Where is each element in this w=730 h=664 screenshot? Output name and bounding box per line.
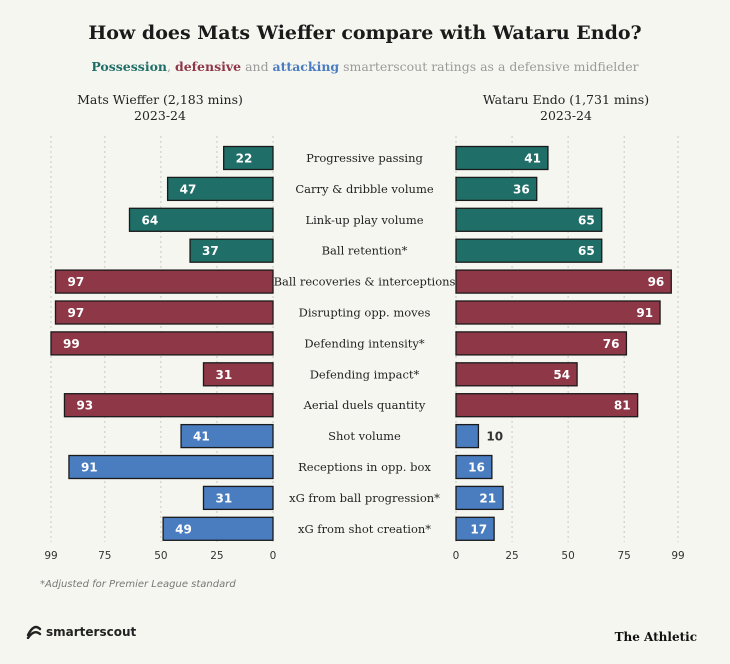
right-bar-value: 91 — [636, 306, 653, 320]
left-bar-value: 22 — [236, 152, 253, 166]
right-bar-value: 21 — [479, 491, 496, 505]
right-bar — [455, 516, 495, 541]
left-bar — [202, 485, 274, 511]
right-bar-value: 16 — [468, 461, 485, 475]
right-bar — [455, 238, 603, 263]
left-bar-value: 31 — [215, 491, 232, 505]
right-player-header: Wataru Endo (1,731 mins) 2023-24 — [456, 92, 676, 124]
metric-label: Shot volume — [328, 429, 401, 443]
smarterscout-logo-icon — [26, 625, 42, 639]
right-bar-value: 54 — [553, 368, 570, 382]
left-bar — [128, 207, 274, 232]
right-tick-label: 25 — [505, 550, 518, 562]
subtitle-possession: Possession — [91, 59, 168, 74]
metric-label: Link-up play volume — [305, 213, 423, 227]
metric-label: Ball recoveries & interceptions — [274, 275, 456, 289]
subtitle-sep-2: and — [241, 59, 273, 74]
chart-title: How does Mats Wieffer compare with Watar… — [88, 22, 642, 44]
metric-label: Aerial duels quantity — [303, 398, 426, 412]
right-bar-value: 81 — [614, 399, 631, 413]
left-bar-value: 64 — [141, 213, 158, 227]
left-bar-value: 49 — [175, 522, 192, 536]
left-bar — [54, 269, 274, 294]
left-bar-value: 31 — [215, 368, 232, 382]
left-bar-value: 99 — [63, 337, 80, 351]
left-bar — [68, 454, 274, 480]
subtitle-defensive: defensive — [174, 59, 242, 74]
left-tick-label: 0 — [270, 550, 277, 562]
left-bar — [166, 176, 274, 202]
left-tick-label: 50 — [154, 550, 167, 562]
right-bar-value: 10 — [486, 430, 503, 444]
metric-label: Ball retention* — [322, 244, 408, 258]
metric-label: Carry & dribble volume — [295, 182, 434, 196]
right-bar-value: 96 — [648, 275, 665, 289]
right-bar — [455, 454, 493, 480]
smarterscout-logo-text: smarterscout — [46, 625, 137, 639]
left-tick-label: 25 — [210, 550, 223, 562]
right-bar-value: 36 — [513, 182, 530, 196]
right-bar — [455, 145, 549, 171]
left-bar-value: 37 — [202, 244, 219, 258]
right-tick-label: 75 — [617, 550, 630, 562]
left-tick-label: 99 — [44, 550, 57, 562]
subtitle-rest: smarterscout ratings as a defensive midf… — [339, 59, 639, 74]
left-bar-value: 47 — [180, 182, 197, 196]
footnote: *Adjusted for Premier League standard — [40, 579, 236, 590]
right-bar — [455, 207, 603, 232]
left-bar-value: 41 — [193, 430, 210, 444]
left-bar-value: 97 — [67, 275, 84, 289]
right-bar-value: 41 — [524, 152, 541, 166]
chart-subtitle: Possession, defensive and attacking smar… — [0, 59, 730, 74]
smarterscout-logo: smarterscout — [26, 625, 136, 639]
right-bar — [455, 362, 578, 387]
right-bar-value: 65 — [578, 213, 595, 227]
left-bar — [63, 393, 274, 418]
the-athletic-logo: The Athletic — [614, 630, 697, 644]
metric-label: xG from shot creation* — [298, 522, 431, 536]
right-tick-label: 50 — [561, 550, 574, 562]
metric-label: Receptions in opp. box — [298, 460, 431, 474]
right-bar — [455, 423, 480, 449]
right-tick-label: 0 — [453, 550, 460, 562]
right-bar — [455, 485, 504, 511]
metric-label: xG from ball progression* — [289, 491, 440, 505]
left-bar-value: 91 — [81, 461, 98, 475]
left-bar — [202, 362, 274, 387]
subtitle-sep-1: , — [167, 59, 175, 74]
right-bar-value: 76 — [603, 337, 620, 351]
left-bar-value: 97 — [67, 306, 84, 320]
left-tick-label: 75 — [98, 550, 111, 562]
right-bar — [455, 269, 672, 294]
right-bar — [455, 331, 628, 356]
left-player-name: Mats Wieffer (2,183 mins) — [77, 92, 243, 107]
right-bar-value: 65 — [578, 244, 595, 258]
left-bar — [162, 516, 274, 541]
left-player-header: Mats Wieffer (2,183 mins) 2023-24 — [50, 92, 270, 124]
left-bar — [50, 331, 274, 356]
right-player-name: Wataru Endo (1,731 mins) — [482, 92, 650, 107]
right-player-season: 2023-24 — [540, 108, 592, 123]
metric-label: Defending impact* — [310, 367, 420, 381]
metric-label: Defending intensity* — [304, 336, 425, 350]
left-bar — [189, 238, 274, 263]
right-bar — [455, 300, 661, 325]
right-bar-value: 17 — [470, 522, 487, 536]
right-bar — [455, 393, 639, 418]
metric-label: Disrupting opp. moves — [299, 306, 431, 320]
left-bar — [223, 145, 274, 171]
right-tick-label: 99 — [671, 550, 684, 562]
left-bar — [180, 423, 274, 449]
left-bar-value: 93 — [76, 399, 93, 413]
left-player-season: 2023-24 — [134, 108, 186, 123]
right-bar — [455, 176, 538, 202]
left-bar — [54, 300, 274, 325]
metric-label: Progressive passing — [306, 151, 423, 165]
subtitle-attacking: attacking — [272, 59, 340, 74]
